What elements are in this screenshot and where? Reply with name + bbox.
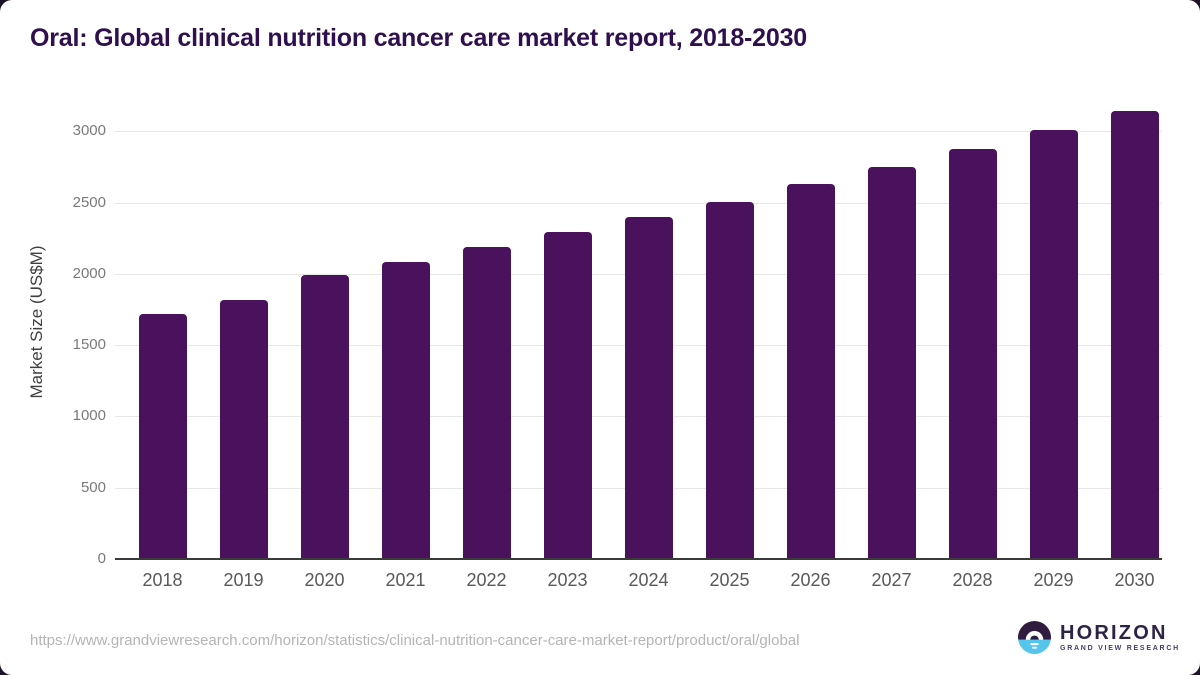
- x-tick-label-2027: 2027: [871, 570, 912, 590]
- y-tick-label-3000: 3000: [72, 122, 106, 140]
- x-tick-label-2029: 2029: [1033, 570, 1074, 590]
- y-tick-label-500: 500: [80, 478, 106, 496]
- page-title: Oral: Global clinical nutrition cancer c…: [30, 24, 808, 52]
- bar-2024[interactable]: [624, 216, 673, 559]
- x-tick-label-2021: 2021: [385, 570, 426, 590]
- plot-area: [115, 94, 1162, 559]
- y-tick-label-2500: 2500: [72, 193, 106, 211]
- x-tick-label-2018: 2018: [142, 570, 183, 590]
- x-tick-label-2026: 2026: [790, 570, 831, 590]
- x-tick-label-2023: 2023: [547, 570, 588, 590]
- x-tick-label-2028: 2028: [952, 570, 993, 590]
- bar-2018[interactable]: [138, 313, 187, 559]
- x-tick-label-2024: 2024: [628, 570, 669, 590]
- gridline-2500: [115, 202, 1162, 204]
- logo-name: HORIZON: [1060, 622, 1168, 644]
- x-tick-label-2019: 2019: [223, 570, 264, 590]
- bar-2030[interactable]: [1110, 110, 1159, 559]
- x-axis-line: [115, 558, 1162, 560]
- bar-2019[interactable]: [219, 300, 268, 559]
- bar-2023[interactable]: [543, 231, 592, 559]
- x-tick-label-2030: 2030: [1114, 570, 1155, 590]
- bar-2027[interactable]: [867, 166, 916, 559]
- x-tick-label-2022: 2022: [466, 570, 507, 590]
- horizon-sun-icon: [1018, 621, 1051, 654]
- logo-subtitle: GRAND VIEW RESEARCH: [1060, 645, 1180, 652]
- source-url: https://www.grandviewresearch.com/horizo…: [30, 632, 800, 649]
- gridline-3000: [115, 131, 1162, 133]
- y-tick-label-1000: 1000: [72, 407, 106, 425]
- bar-2022[interactable]: [462, 246, 511, 559]
- x-tick-label-2020: 2020: [304, 570, 345, 590]
- bar-2025[interactable]: [705, 201, 754, 559]
- x-tick-label-2025: 2025: [709, 570, 750, 590]
- y-tick-label-2000: 2000: [72, 264, 106, 282]
- bar-2021[interactable]: [381, 261, 430, 559]
- logo-text: HORIZON GRAND VIEW RESEARCH: [1060, 623, 1180, 652]
- bar-2026[interactable]: [786, 183, 835, 559]
- bar-2029[interactable]: [1029, 129, 1078, 559]
- horizon-logo[interactable]: HORIZON GRAND VIEW RESEARCH: [1018, 621, 1180, 654]
- bar-2020[interactable]: [300, 275, 349, 559]
- y-tick-label-1500: 1500: [72, 336, 106, 354]
- y-tick-label-0: 0: [97, 550, 106, 567]
- bar-2028[interactable]: [948, 149, 997, 559]
